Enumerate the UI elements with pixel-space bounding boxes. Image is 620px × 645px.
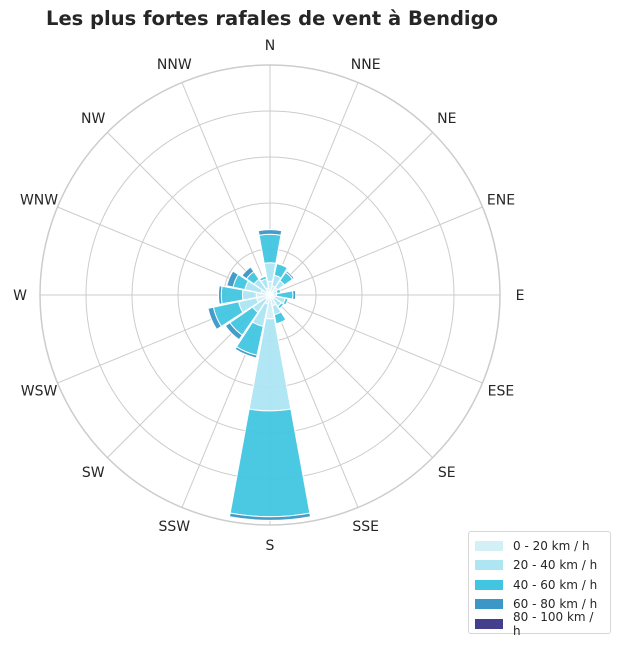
- direction-labels: N NNE NE ENE E ESE SE SSE S SSW SW WSW W WNW NW NNW: [13, 38, 524, 554]
- bar-NNE-3: [276, 262, 289, 269]
- legend-swatch: [475, 560, 503, 571]
- grid-spoke: [181, 82, 271, 296]
- bar-SE-2: [277, 302, 285, 310]
- legend-swatch: [475, 579, 503, 590]
- bar-S-3: [228, 512, 312, 521]
- direction-label-ene: ENE: [487, 192, 515, 208]
- bar-SSE-3: [275, 319, 288, 326]
- legend-label: 60 - 80 km / h: [513, 597, 598, 612]
- chart-title: Les plus fortes rafales de vent à Bendig…: [46, 7, 498, 30]
- legend-item: 80 - 100 km / h: [475, 610, 604, 638]
- direction-label-n: N: [265, 38, 275, 54]
- legend-item: 20 - 40 km / h: [475, 556, 604, 576]
- direction-label-w: W: [13, 288, 27, 304]
- legend-swatch: [475, 618, 503, 629]
- direction-label-wnw: WNW: [20, 192, 58, 208]
- bar-N-3: [257, 229, 283, 236]
- bar-W-3: [217, 285, 223, 305]
- direction-label-ese: ESE: [488, 384, 515, 400]
- bar-S-2: [229, 408, 311, 518]
- legend-label: 80 - 100 km / h: [513, 609, 594, 638]
- grid-spoke: [107, 132, 271, 296]
- grid-spoke: [269, 82, 359, 296]
- bar-E-3: [292, 289, 297, 301]
- bar-N-2: [258, 233, 282, 264]
- direction-label-ssw: SSW: [159, 519, 191, 535]
- legend-swatch: [475, 540, 503, 551]
- direction-label-e: E: [516, 288, 525, 304]
- direction-label-sw: SW: [82, 465, 105, 481]
- bar-SW-3: [224, 322, 243, 341]
- bar-WNW-3: [226, 270, 240, 288]
- grid-spoke: [269, 132, 433, 296]
- bar-NE-3: [284, 270, 295, 281]
- bar-NW-3: [241, 266, 255, 280]
- legend-swatch: [475, 599, 503, 610]
- legend-item: 40 - 60 km / h: [475, 575, 604, 595]
- bar-NNW-3: [258, 274, 267, 280]
- grid-spoke: [269, 294, 359, 508]
- direction-label-nne: NNE: [351, 57, 381, 73]
- bar-WSW-3: [207, 306, 222, 331]
- legend-item: 60 - 80 km / h: [475, 595, 604, 615]
- direction-label-se: SE: [438, 465, 456, 481]
- legend-item: 0 - 20 km / h: [475, 536, 604, 556]
- direction-label-wsw: WSW: [21, 384, 58, 400]
- legend-label: 20 - 40 km / h: [513, 558, 598, 573]
- direction-label-nnw: NNW: [157, 57, 192, 73]
- legend-label: 0 - 20 km / h: [513, 538, 590, 553]
- legend-label: 40 - 60 km / h: [513, 577, 598, 592]
- legend: 0 - 20 km / h 20 - 40 km / h 40 - 60 km / …: [468, 531, 611, 638]
- direction-label-s: S: [266, 538, 275, 554]
- direction-label-sse: SSE: [352, 519, 379, 535]
- grid-spoke: [269, 294, 483, 384]
- direction-label-ne: NE: [437, 111, 456, 127]
- bar-ESE-2: [282, 297, 289, 306]
- wind-bars: [207, 229, 312, 521]
- direction-label-nw: NW: [81, 111, 105, 127]
- grid-spoke: [269, 206, 483, 296]
- bar-SSW-3: [234, 346, 258, 359]
- grid-spoke: [269, 294, 433, 458]
